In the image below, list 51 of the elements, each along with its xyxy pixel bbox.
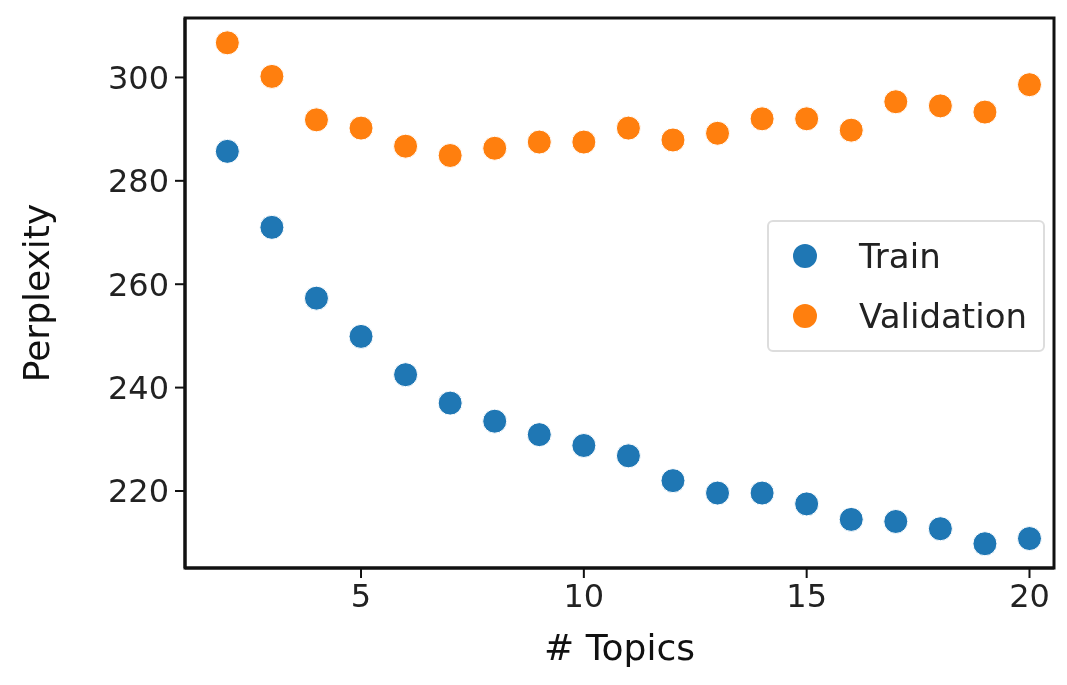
point: [972, 99, 998, 125]
x-axis-title: # Topics: [544, 627, 695, 668]
point: [749, 106, 775, 132]
y-tick-label: 240: [107, 368, 169, 407]
point: [526, 422, 552, 448]
y-tick-label: 280: [107, 162, 169, 201]
point: [348, 323, 374, 349]
point: [571, 432, 597, 458]
x-tick-label: 5: [350, 576, 372, 615]
y-tick-label: 260: [107, 265, 169, 304]
point: [660, 127, 686, 153]
point: [526, 129, 552, 155]
point: [660, 468, 686, 494]
legend-label: Train: [859, 236, 941, 276]
point: [259, 63, 285, 89]
x-tick-label: 10: [563, 576, 605, 615]
point: [794, 491, 820, 517]
point: [972, 531, 998, 557]
point: [838, 506, 864, 532]
point: [883, 89, 909, 115]
point: [437, 390, 463, 416]
point: [883, 508, 909, 534]
point: [393, 362, 419, 388]
point: [1016, 526, 1042, 552]
legend-label: Validation: [859, 296, 1027, 336]
point: [615, 115, 641, 141]
point: [571, 129, 597, 155]
point: [705, 480, 731, 506]
y-tick-label: 220: [107, 472, 169, 511]
point: [259, 214, 285, 240]
point: [393, 133, 419, 159]
point: [482, 135, 508, 161]
y-axis-title: Perplexity: [15, 203, 57, 383]
x-tick-label: 15: [786, 576, 828, 615]
x-tick-label: 20: [1009, 576, 1050, 615]
point: [705, 120, 731, 146]
point: [1016, 72, 1042, 98]
point: [749, 480, 775, 506]
point: [214, 30, 240, 56]
point: [437, 143, 463, 168]
point: [927, 93, 953, 119]
y-tick-label: 300: [107, 58, 169, 97]
point: [482, 408, 508, 434]
point: [838, 117, 864, 143]
point: [794, 106, 820, 132]
point: [348, 115, 374, 141]
point: [303, 107, 329, 133]
point: [927, 516, 953, 542]
point: [214, 138, 240, 164]
point: [303, 285, 329, 311]
point: [615, 443, 641, 469]
